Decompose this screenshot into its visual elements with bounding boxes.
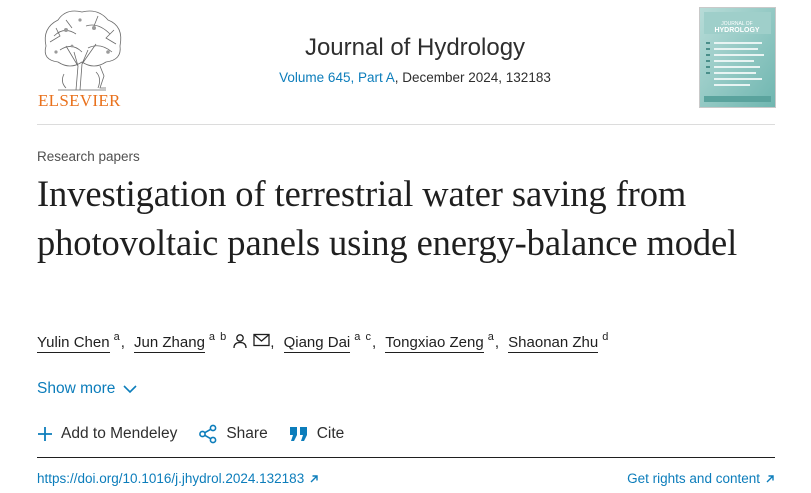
add-to-mendeley-label: Add to Mendeley <box>61 425 178 442</box>
external-arrow-icon <box>766 474 774 482</box>
cover-title-line1: JOURNAL OF <box>721 21 752 27</box>
author-link[interactable]: Jun Zhang a b <box>134 331 270 354</box>
author-affiliation: a c <box>354 331 372 343</box>
author-separator: , <box>270 334 275 351</box>
external-arrow-icon <box>310 474 318 482</box>
add-to-mendeley-button[interactable]: Add to Mendeley <box>37 425 177 443</box>
journal-header: ELSEVIER Journal of Hydrology Volume 645… <box>0 0 811 125</box>
author-affiliation: d <box>602 331 610 343</box>
publisher-wordmark: ELSEVIER <box>38 91 121 110</box>
show-more-label: Show more <box>37 380 116 397</box>
share-icon <box>199 424 217 444</box>
author-link[interactable]: Yulin Chen a <box>37 331 121 353</box>
envelope-icon <box>253 333 270 351</box>
person-icon <box>232 333 248 353</box>
quote-icon <box>289 427 307 441</box>
author-separator: , <box>494 334 499 351</box>
author-affiliation: a <box>113 331 121 343</box>
author-name: Tongxiao Zeng <box>385 334 484 353</box>
author-affiliation: a <box>487 331 495 343</box>
issue-details: , December 2024, 132183 <box>394 70 551 85</box>
volume-link[interactable]: Volume 645, Part A <box>279 70 395 85</box>
author-name: Shaonan Zhu <box>508 334 599 353</box>
plus-icon <box>38 427 52 441</box>
get-rights-link[interactable]: Get rights and content <box>627 471 775 486</box>
author-affiliation: a b <box>208 331 228 343</box>
journal-info: Journal of Hydrology Volume 645, Part A,… <box>230 34 600 87</box>
author-link[interactable]: Qiang Dai a c <box>283 331 372 353</box>
article-title: Investigation of terrestrial water savin… <box>37 173 738 263</box>
elsevier-logo[interactable]: ELSEVIER <box>36 6 128 110</box>
author-separator: , <box>371 334 377 351</box>
get-rights-text: Get rights and content <box>627 471 760 486</box>
share-label: Share <box>226 425 268 442</box>
author-link[interactable]: Tongxiao Zeng a <box>385 331 495 353</box>
cover-title-line2: HYDROLOGY <box>714 27 759 34</box>
article-section-label: Research papers <box>37 149 140 164</box>
share-button[interactable]: Share <box>198 424 268 444</box>
author-link[interactable]: Shaonan Zhu d <box>508 331 610 353</box>
doi-link[interactable]: https://doi.org/10.1016/j.jhydrol.2024.1… <box>37 471 319 486</box>
author-list: Yulin Chen a, Jun Zhang a b, Qiang Dai a c,… <box>37 331 610 354</box>
doi-text: https://doi.org/10.1016/j.jhydrol.2024.1… <box>37 471 305 486</box>
chevron-down-icon <box>123 384 137 393</box>
journal-cover-icon: JOURNAL OF HYDROLOGY <box>700 8 775 107</box>
header-divider <box>37 124 775 125</box>
elsevier-tree-logo-icon <box>44 10 122 91</box>
cite-label: Cite <box>316 425 345 442</box>
author-name: Yulin Chen <box>37 334 110 353</box>
actions-divider <box>37 457 775 458</box>
cite-button[interactable]: Cite <box>289 425 345 443</box>
author-separator: , <box>120 334 125 351</box>
journal-cover-link[interactable]: JOURNAL OF HYDROLOGY <box>699 7 776 108</box>
show-more-button[interactable]: Show more <box>37 380 137 398</box>
author-name: Qiang Dai <box>283 334 351 353</box>
article-actions: Add to Mendeley Share Cite <box>37 424 365 444</box>
author-name: Jun Zhang <box>134 334 205 353</box>
issue-info: Volume 645, Part A, December 2024, 13218… <box>230 69 600 87</box>
journal-title-link[interactable]: Journal of Hydrology <box>304 34 526 61</box>
